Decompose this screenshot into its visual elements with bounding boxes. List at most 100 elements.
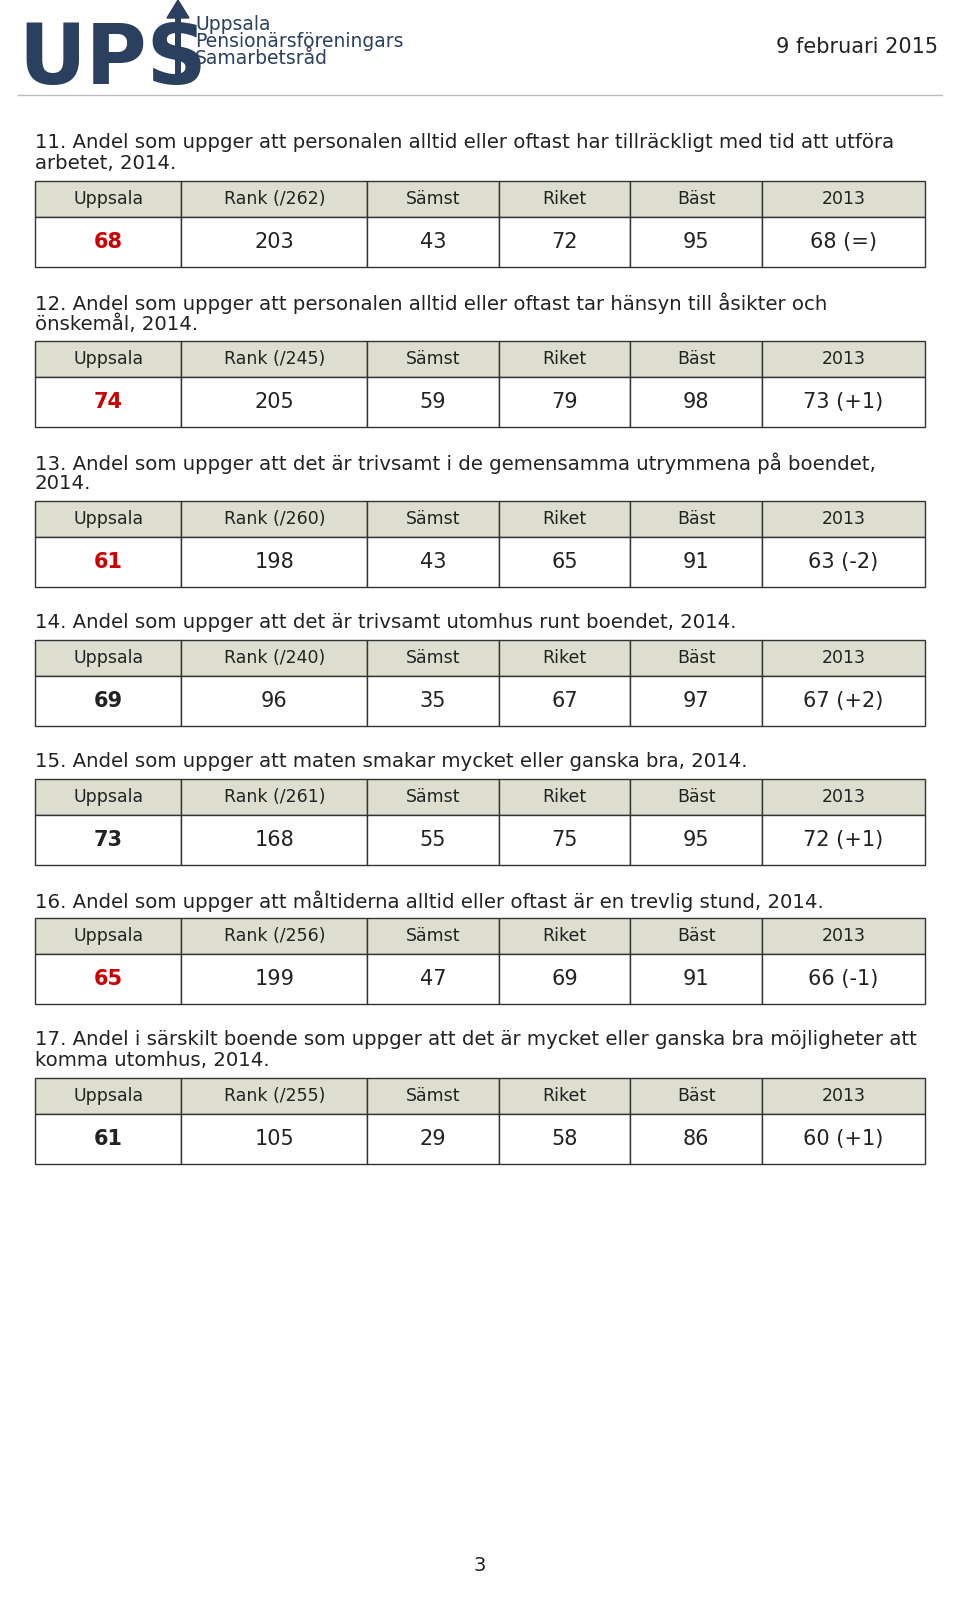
Text: 61: 61 — [94, 552, 123, 571]
Text: Uppsala: Uppsala — [73, 1087, 143, 1104]
Text: 168: 168 — [254, 830, 294, 851]
Bar — [631, 181, 762, 217]
Text: 73 (+1): 73 (+1) — [804, 392, 883, 412]
Text: 59: 59 — [420, 392, 446, 412]
Bar — [368, 815, 499, 865]
Bar — [762, 501, 925, 538]
Bar — [762, 377, 925, 427]
Text: 95: 95 — [683, 830, 709, 851]
Text: 2013: 2013 — [822, 648, 865, 668]
Bar — [35, 815, 181, 865]
Text: 43: 43 — [420, 552, 446, 571]
Text: 2013: 2013 — [822, 928, 865, 945]
Bar — [35, 1114, 181, 1164]
Text: arbetet, 2014.: arbetet, 2014. — [35, 154, 177, 173]
Text: 15. Andel som uppger att maten smakar mycket eller ganska bra, 2014.: 15. Andel som uppger att maten smakar my… — [35, 753, 748, 770]
Text: 97: 97 — [683, 692, 709, 711]
Bar — [762, 217, 925, 266]
Bar — [181, 377, 368, 427]
Bar — [35, 377, 181, 427]
Polygon shape — [167, 0, 189, 18]
Bar — [35, 501, 181, 538]
Text: Rank (/260): Rank (/260) — [224, 510, 325, 528]
Text: 60 (+1): 60 (+1) — [804, 1128, 883, 1149]
Text: 2013: 2013 — [822, 189, 865, 209]
Bar — [181, 676, 368, 725]
Bar — [35, 181, 181, 217]
Bar — [181, 778, 368, 815]
Bar — [181, 953, 368, 1005]
Text: 16. Andel som uppger att måltiderna alltid eller oftast är en trevlig stund, 201: 16. Andel som uppger att måltiderna allt… — [35, 891, 824, 913]
Text: 96: 96 — [261, 692, 288, 711]
Bar — [181, 181, 368, 217]
Bar — [499, 953, 631, 1005]
Text: Bäst: Bäst — [677, 928, 715, 945]
Bar — [499, 217, 631, 266]
Text: Riket: Riket — [542, 648, 587, 668]
Text: Rank (/261): Rank (/261) — [224, 788, 325, 806]
Text: Bäst: Bäst — [677, 788, 715, 806]
Bar — [631, 918, 762, 953]
Bar — [35, 953, 181, 1005]
Text: 2013: 2013 — [822, 788, 865, 806]
Bar — [499, 538, 631, 587]
Text: 11. Andel som uppger att personalen alltid eller oftast har tillräckligt med tid: 11. Andel som uppger att personalen allt… — [35, 133, 894, 152]
Bar — [181, 340, 368, 377]
Text: 35: 35 — [420, 692, 446, 711]
Bar — [35, 778, 181, 815]
Bar — [631, 1114, 762, 1164]
Text: 75: 75 — [551, 830, 578, 851]
Bar — [35, 640, 181, 676]
Bar — [368, 778, 499, 815]
Bar — [368, 340, 499, 377]
Text: 2013: 2013 — [822, 510, 865, 528]
Bar — [499, 340, 631, 377]
Bar — [631, 676, 762, 725]
Bar — [181, 538, 368, 587]
Text: Rank (/262): Rank (/262) — [224, 189, 325, 209]
Text: 55: 55 — [420, 830, 446, 851]
Bar — [499, 676, 631, 725]
Text: Pensionärsföreningars: Pensionärsföreningars — [195, 32, 403, 51]
Bar — [35, 918, 181, 953]
Text: 66 (-1): 66 (-1) — [808, 969, 878, 989]
Bar — [368, 640, 499, 676]
Text: Sämst: Sämst — [406, 928, 460, 945]
Bar — [181, 1079, 368, 1114]
Text: 61: 61 — [94, 1128, 123, 1149]
Text: Rank (/256): Rank (/256) — [224, 928, 325, 945]
Text: 86: 86 — [683, 1128, 709, 1149]
Bar — [368, 1114, 499, 1164]
Text: Riket: Riket — [542, 510, 587, 528]
Bar — [631, 778, 762, 815]
Bar — [368, 676, 499, 725]
Text: 13. Andel som uppger att det är trivsamt i de gemensamma utrymmena på boendet,: 13. Andel som uppger att det är trivsamt… — [35, 453, 876, 475]
Text: Uppsala: Uppsala — [73, 189, 143, 209]
Bar — [175, 18, 181, 80]
Text: 91: 91 — [683, 552, 709, 571]
Text: Bäst: Bäst — [677, 648, 715, 668]
Bar — [368, 377, 499, 427]
Text: 95: 95 — [683, 233, 709, 252]
Text: 2013: 2013 — [822, 350, 865, 368]
Bar — [181, 918, 368, 953]
Text: 68: 68 — [94, 233, 123, 252]
Bar — [762, 1114, 925, 1164]
Bar — [181, 501, 368, 538]
Bar — [499, 501, 631, 538]
Text: 203: 203 — [254, 233, 294, 252]
Text: Uppsala: Uppsala — [73, 648, 143, 668]
Bar — [762, 953, 925, 1005]
Bar — [499, 778, 631, 815]
Text: 3: 3 — [474, 1555, 486, 1575]
Text: 72: 72 — [551, 233, 578, 252]
Text: 98: 98 — [683, 392, 709, 412]
Text: 17. Andel i särskilt boende som uppger att det är mycket eller ganska bra möjlig: 17. Andel i särskilt boende som uppger a… — [35, 1030, 917, 1050]
Bar — [631, 1079, 762, 1114]
Text: 58: 58 — [551, 1128, 578, 1149]
Bar — [631, 640, 762, 676]
Bar — [762, 340, 925, 377]
Bar — [35, 340, 181, 377]
Text: Riket: Riket — [542, 788, 587, 806]
Bar — [762, 778, 925, 815]
